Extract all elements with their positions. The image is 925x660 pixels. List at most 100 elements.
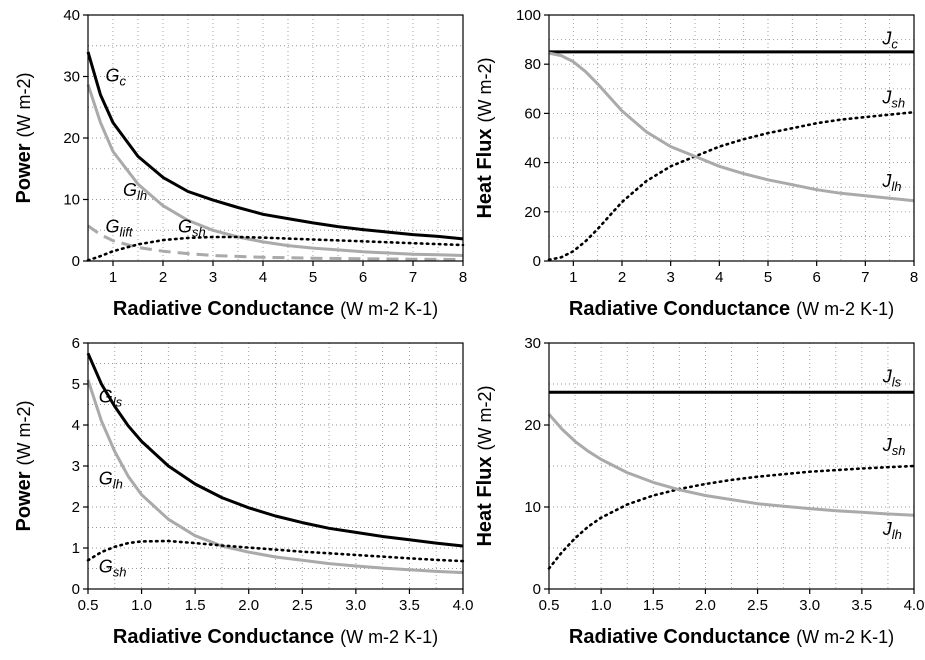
y-axis-label: Heat Flux (W m-2)	[474, 385, 496, 546]
y-tick-label: 0	[72, 581, 80, 598]
x-tick-label: 3	[666, 269, 674, 286]
series-label-base: G	[99, 557, 113, 577]
x-tick-label: 8	[910, 269, 918, 286]
x-tick-label: 2.0	[238, 597, 259, 614]
series-label-base: J	[882, 519, 893, 539]
series-line-Gsh	[86, 235, 465, 262]
series-label-sub: sh	[891, 96, 905, 111]
series-label-Glift: Glift	[106, 217, 134, 240]
series-label-base: G	[106, 217, 120, 237]
x-tick-label: 3.5	[399, 597, 420, 614]
series-label-Jlh: Jlh	[881, 171, 901, 194]
series-label-sub: lift	[120, 225, 134, 240]
series-label-base: J	[882, 435, 893, 455]
y-tick-label: 10	[63, 192, 80, 209]
x-tick-label: 1.5	[643, 597, 664, 614]
x-axis-label: Radiative Conductance (W m-2 K-1)	[569, 298, 894, 320]
x-tick-label: 5	[309, 269, 317, 286]
x-tick-label: 0.5	[78, 597, 99, 614]
series-line-Glh	[86, 379, 464, 575]
x-axis-label: Radiative Conductance (W m-2 K-1)	[113, 298, 438, 320]
y-axis-unit: (W m-2)	[14, 400, 34, 465]
x-axis-unit: (W m-2 K-1)	[796, 627, 894, 647]
series-label-sub: sh	[892, 443, 906, 458]
y-axis-label: Heat Flux (W m-2)	[474, 57, 496, 218]
x-tick-label: 3	[209, 269, 217, 286]
x-axis-title: Radiative Conductance	[113, 298, 334, 320]
series-label-base: J	[881, 171, 892, 191]
y-tick-label: 80	[524, 56, 541, 73]
y-axis-unit: (W m-2)	[475, 385, 495, 450]
x-tick-label: 1	[109, 269, 117, 286]
y-tick-label: 30	[524, 335, 541, 352]
y-tick-label: 0	[72, 253, 80, 270]
x-axis-title: Radiative Conductance	[569, 626, 790, 648]
series-label-base: G	[123, 180, 137, 200]
x-tick-label: 3.5	[851, 597, 872, 614]
y-tick-label: 40	[524, 155, 541, 172]
series-line-Jlh	[547, 413, 915, 517]
series-label-sub: c	[891, 37, 898, 52]
y-tick-label: 40	[63, 7, 80, 24]
series-label-sub: c	[120, 73, 127, 88]
x-axis-title: Radiative Conductance	[113, 626, 334, 648]
y-tick-label: 1	[72, 540, 80, 557]
y-tick-label: 4	[72, 417, 80, 434]
x-tick-label: 1	[569, 269, 577, 286]
series-label-base: G	[178, 217, 192, 237]
x-tick-label: 2.5	[292, 597, 313, 614]
series-line-Gls	[86, 352, 464, 548]
y-axis-label: Power (W m-2)	[13, 72, 35, 203]
x-axis-unit: (W m-2 K-1)	[796, 299, 894, 319]
x-tick-label: 6	[812, 269, 820, 286]
series-label-Glh: Glh	[123, 180, 147, 203]
series-label-base: G	[99, 468, 113, 488]
x-tick-label: 2.5	[747, 597, 768, 614]
series-label-Gc: Gc	[106, 65, 127, 88]
series-label-sub: sh	[192, 225, 206, 240]
series-label-Gsh: Gsh	[99, 557, 127, 580]
y-axis-title: Heat Flux	[474, 456, 496, 546]
y-tick-label: 20	[524, 204, 541, 221]
y-tick-label: 30	[63, 69, 80, 86]
x-axis-title: Radiative Conductance	[569, 298, 790, 320]
y-axis-title: Power	[13, 471, 35, 531]
y-tick-label: 60	[524, 105, 541, 122]
x-tick-label: 7	[409, 269, 417, 286]
series-label-Glh: Glh	[99, 468, 123, 491]
series-label-sub: lh	[891, 179, 901, 194]
series-label-base: J	[882, 366, 893, 386]
series-line-Gc	[86, 51, 464, 241]
series-label-base: G	[106, 65, 120, 85]
series-line-Jsh	[547, 110, 916, 262]
x-tick-label: 1.0	[591, 597, 612, 614]
series-label-sub: lh	[113, 476, 123, 491]
series-label-Jls: Jls	[882, 366, 902, 389]
x-tick-label: 2.0	[695, 597, 716, 614]
series-label-sub: lh	[892, 527, 902, 542]
x-tick-label: 4.0	[453, 597, 474, 614]
series-line-Glh	[86, 84, 464, 257]
y-axis-title: Heat Flux	[474, 128, 496, 218]
y-tick-label: 0	[533, 581, 541, 598]
y-axis-unit: (W m-2)	[14, 72, 34, 137]
x-tick-label: 4	[259, 269, 267, 286]
y-axis-title: Power	[13, 143, 35, 203]
x-axis-unit: (W m-2 K-1)	[340, 299, 438, 319]
y-tick-label: 6	[72, 335, 80, 352]
series-line-Gsh	[86, 539, 465, 563]
x-tick-label: 7	[861, 269, 869, 286]
x-tick-label: 5	[764, 269, 772, 286]
x-axis-label: Radiative Conductance (W m-2 K-1)	[569, 626, 894, 648]
x-tick-label: 3.0	[799, 597, 820, 614]
y-tick-label: 20	[63, 130, 80, 147]
series-label-sub: ls	[113, 394, 123, 409]
series-label-Gsh: Gsh	[178, 217, 206, 240]
x-tick-label: 2	[159, 269, 167, 286]
series-line-Jsh	[547, 464, 916, 570]
x-tick-label: 2	[618, 269, 626, 286]
